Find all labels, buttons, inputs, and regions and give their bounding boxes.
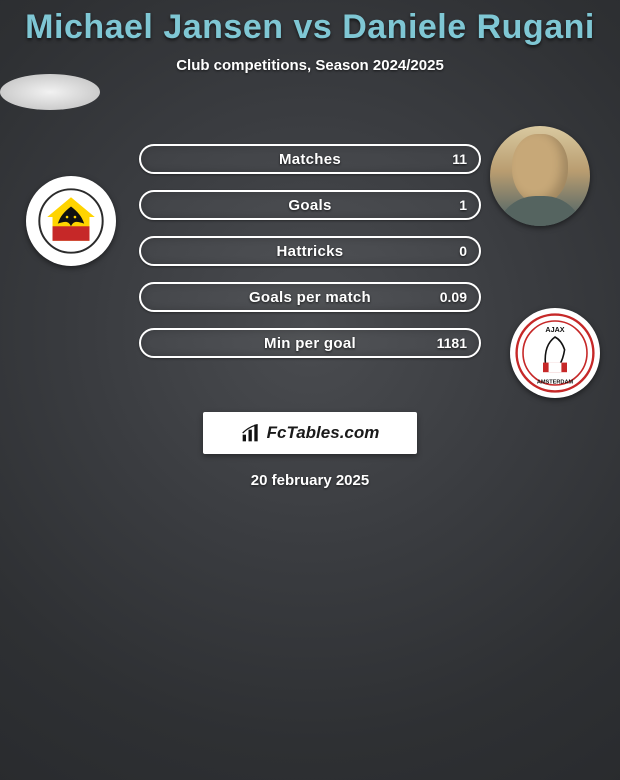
stat-value-right: 11 xyxy=(452,151,467,167)
fctables-logo: FcTables.com xyxy=(203,412,417,454)
svg-text:AJAX: AJAX xyxy=(545,325,564,334)
player-left-photo xyxy=(0,74,100,110)
logo-text: FcTables.com xyxy=(267,423,380,443)
club-crest-right: AJAX AMSTERDAM xyxy=(510,308,600,398)
stat-row-hattricks: Hattricks 0 xyxy=(139,236,481,266)
stat-label: Hattricks xyxy=(277,243,344,260)
stat-value-right: 0.09 xyxy=(440,289,467,305)
subtitle: Club competitions, Season 2024/2025 xyxy=(0,57,620,74)
stat-value-right: 0 xyxy=(459,243,467,259)
stat-row-goals: Goals 1 xyxy=(139,190,481,220)
page-title: Michael Jansen vs Daniele Rugani xyxy=(0,8,620,47)
date-text: 20 february 2025 xyxy=(0,472,620,489)
stat-value-right: 1181 xyxy=(437,335,467,351)
svg-text:AMSTERDAM: AMSTERDAM xyxy=(537,379,574,385)
stat-label: Goals per match xyxy=(249,289,371,306)
go-ahead-eagles-icon xyxy=(38,188,104,254)
ajax-icon: AJAX AMSTERDAM xyxy=(515,313,595,393)
stat-value-right: 1 xyxy=(459,197,467,213)
stats-container: Matches 11 Goals 1 Hattricks 0 Goals per… xyxy=(139,144,481,358)
club-crest-left xyxy=(26,176,116,266)
stat-row-matches: Matches 11 xyxy=(139,144,481,174)
stat-label: Min per goal xyxy=(264,335,356,352)
stat-row-goals-per-match: Goals per match 0.09 xyxy=(139,282,481,312)
stat-label: Goals xyxy=(288,197,331,214)
stat-row-min-per-goal: Min per goal 1181 xyxy=(139,328,481,358)
stat-label: Matches xyxy=(279,151,341,168)
bar-chart-icon xyxy=(241,423,261,443)
player-right-photo xyxy=(490,126,590,226)
